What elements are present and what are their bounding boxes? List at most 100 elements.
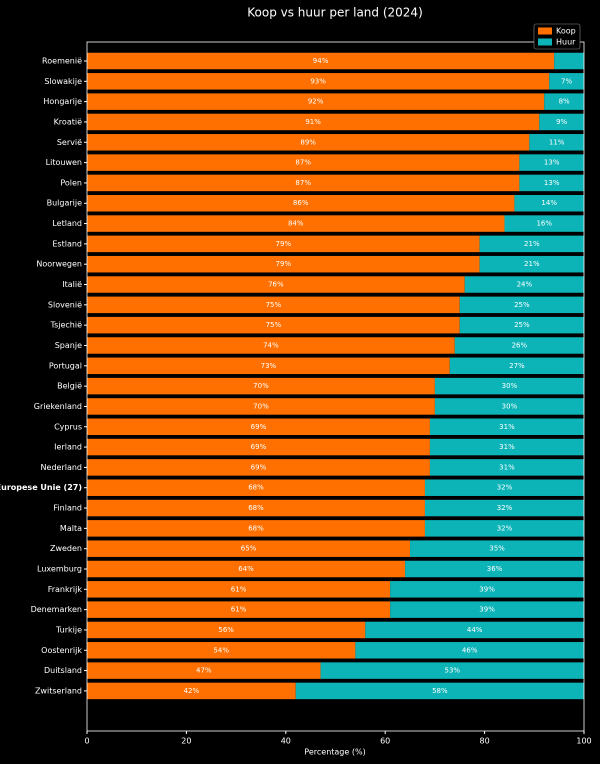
bar-segment <box>459 296 584 314</box>
y-tick-label: Noorwegen <box>36 260 82 269</box>
y-tick-label: Griekenland <box>34 402 82 411</box>
value-label: 21% <box>524 240 540 248</box>
bar-segment <box>529 134 584 151</box>
value-label: 79% <box>276 240 292 248</box>
value-label: 44% <box>467 626 483 634</box>
value-label: 84% <box>288 220 304 228</box>
value-label: 30% <box>502 402 518 410</box>
y-tick-label: Estland <box>52 239 82 248</box>
value-label: 68% <box>248 524 264 532</box>
bar-segment <box>320 662 584 679</box>
bar-segment <box>87 377 435 395</box>
value-label: 42% <box>184 687 200 695</box>
legend-swatch <box>538 38 552 46</box>
value-label: 32% <box>497 484 513 492</box>
bar-segment <box>365 621 584 639</box>
bar-segment <box>87 479 425 496</box>
y-tick-label: Kroatië <box>54 117 83 126</box>
y-tick-label: Ierland <box>54 443 82 452</box>
legend-swatch <box>538 27 552 35</box>
plot-frame <box>86 41 585 732</box>
bar-segment <box>87 438 430 456</box>
bar-segment <box>87 316 460 334</box>
value-label: 36% <box>487 565 503 573</box>
bar-segment <box>434 377 584 395</box>
y-tick-label: Malta <box>60 524 82 533</box>
value-label: 39% <box>479 585 495 593</box>
value-label: 27% <box>509 362 525 370</box>
bar-segment <box>410 540 584 557</box>
y-tick-label: België <box>57 382 82 391</box>
chart-title: Koop vs huur per land (2024) <box>247 6 423 20</box>
y-tick-label: Italië <box>62 280 82 289</box>
value-label: 61% <box>231 606 247 614</box>
y-tick-label: Hongarije <box>43 97 82 106</box>
value-label: 87% <box>295 159 311 167</box>
bar-segment <box>87 621 366 639</box>
y-tick-label: Luxemburg <box>37 565 82 574</box>
value-label: 68% <box>248 504 264 512</box>
bar-segment <box>87 174 520 192</box>
bar-segment <box>454 337 584 354</box>
y-tick-label: Spanje <box>55 341 82 350</box>
bar-segment <box>87 682 296 700</box>
value-label: 89% <box>300 138 316 146</box>
bar-segment <box>434 398 584 415</box>
bar-segment <box>390 581 584 598</box>
value-label: 8% <box>559 98 570 106</box>
value-label: 53% <box>445 667 461 675</box>
value-label: 86% <box>293 199 309 207</box>
value-label: 74% <box>263 341 279 349</box>
bar-segment <box>87 601 391 618</box>
x-tick-label: 60 <box>380 737 390 746</box>
x-tick-label: 40 <box>281 737 291 746</box>
bar-segment <box>87 215 505 232</box>
value-label: 46% <box>462 646 478 654</box>
y-tick-label: Nederland <box>41 463 82 472</box>
value-label: 58% <box>432 687 448 695</box>
value-label: 92% <box>308 98 324 106</box>
bar-segment <box>87 276 465 293</box>
value-label: 13% <box>544 179 560 187</box>
y-tick-label: Duitsland <box>44 666 82 675</box>
value-label: 39% <box>479 606 495 614</box>
value-label: 47% <box>196 667 212 675</box>
x-tick-label: 20 <box>181 737 191 746</box>
bar-segment <box>87 459 430 476</box>
y-tick-label: Slovenië <box>48 300 82 309</box>
value-label: 73% <box>261 362 277 370</box>
value-label: 56% <box>218 626 234 634</box>
y-tick-label: Bulgarije <box>47 199 82 208</box>
bar-segment <box>87 520 425 537</box>
y-tick-label: Polen <box>60 178 82 187</box>
bar-segment <box>87 642 356 659</box>
y-tick-label: Frankrijk <box>48 585 83 594</box>
bar-segment <box>519 174 584 192</box>
value-label: 31% <box>499 443 515 451</box>
bar-segment <box>424 499 584 517</box>
bar-segment <box>429 459 584 476</box>
value-label: 64% <box>238 565 254 573</box>
bar-segment <box>87 662 321 679</box>
bar-segment <box>549 73 584 90</box>
bar-segment <box>87 235 480 253</box>
y-tick-label: Turkije <box>55 625 82 634</box>
y-tick-label: Tsjechië <box>50 321 83 330</box>
bar-segment <box>87 296 460 314</box>
value-label: 32% <box>497 504 513 512</box>
y-tick-label: Europese Unie (27) <box>0 483 82 492</box>
legend-label: Koop <box>556 27 576 36</box>
bar-segment <box>87 113 540 131</box>
bar-segment <box>87 93 545 110</box>
value-label: 69% <box>251 443 267 451</box>
value-label: 69% <box>251 463 267 471</box>
y-tick-label: Zweden <box>50 544 82 553</box>
bar-segment <box>87 540 411 557</box>
bar-segment <box>87 194 515 212</box>
bar-segment <box>390 601 584 618</box>
x-axis-label: Percentage (%) <box>304 748 365 757</box>
value-label: 14% <box>541 199 557 207</box>
bar-segment <box>87 154 520 171</box>
y-tick-label: Finland <box>53 504 82 513</box>
